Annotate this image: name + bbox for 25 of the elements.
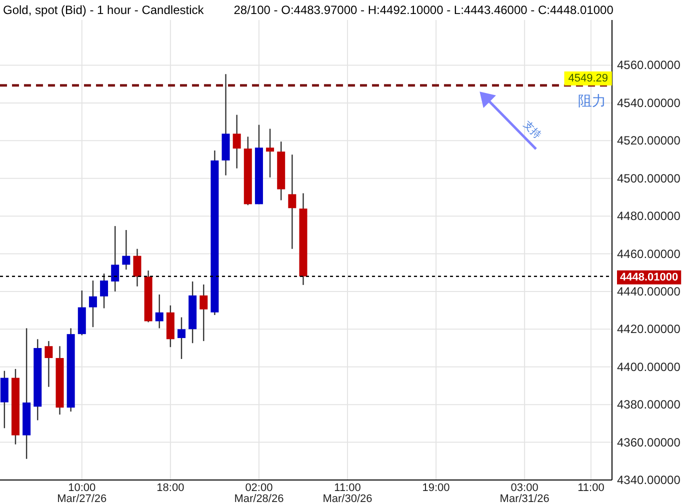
x-tick-label: 10:00 Mar/27/26: [57, 482, 107, 504]
y-tick-label: 4420.00000: [617, 322, 681, 336]
y-tick-label: 4400.00000: [617, 360, 681, 374]
chart-title: Gold, spot (Bid) - 1 hour - Candlestick: [3, 3, 205, 17]
x-tick-label: 03:00 Mar/31/26: [500, 482, 550, 504]
y-tick-label: 4480.00000: [617, 209, 681, 224]
x-tick-label: 11:00: [578, 482, 604, 494]
y-tick-label: 4560.00000: [617, 58, 681, 72]
y-tick-label: 4360.00000: [617, 435, 681, 450]
x-tick-label: 11:00 Mar/30/26: [322, 482, 372, 504]
chart-subtitle: 28/100 - O:4483.97000 - H:4492.10000 - L:4443.46000 - C:4448.01000: [234, 3, 614, 17]
y-tick-label: 4520.00000: [617, 134, 681, 148]
ref-line-label: 4549.29: [568, 72, 608, 84]
annotation: 支持: [520, 118, 544, 142]
y-tick-label: 4380.00000: [617, 398, 681, 412]
y-tick-label: 4500.00000: [617, 171, 681, 186]
y-tick-label: 4540.00000: [617, 96, 681, 110]
x-tick-label: 19:00: [422, 482, 450, 494]
ref-line-label: 4448.01000: [620, 271, 678, 284]
x-tick-label: 02:00 Mar/28/26: [234, 482, 284, 504]
y-tick-label: 4340.00000: [617, 473, 681, 487]
annotation: 阻力: [578, 92, 606, 108]
y-tick-label: 4440.00000: [617, 284, 681, 298]
y-tick-label: 4460.00000: [617, 246, 681, 261]
x-tick-label: 18:00: [156, 482, 184, 494]
